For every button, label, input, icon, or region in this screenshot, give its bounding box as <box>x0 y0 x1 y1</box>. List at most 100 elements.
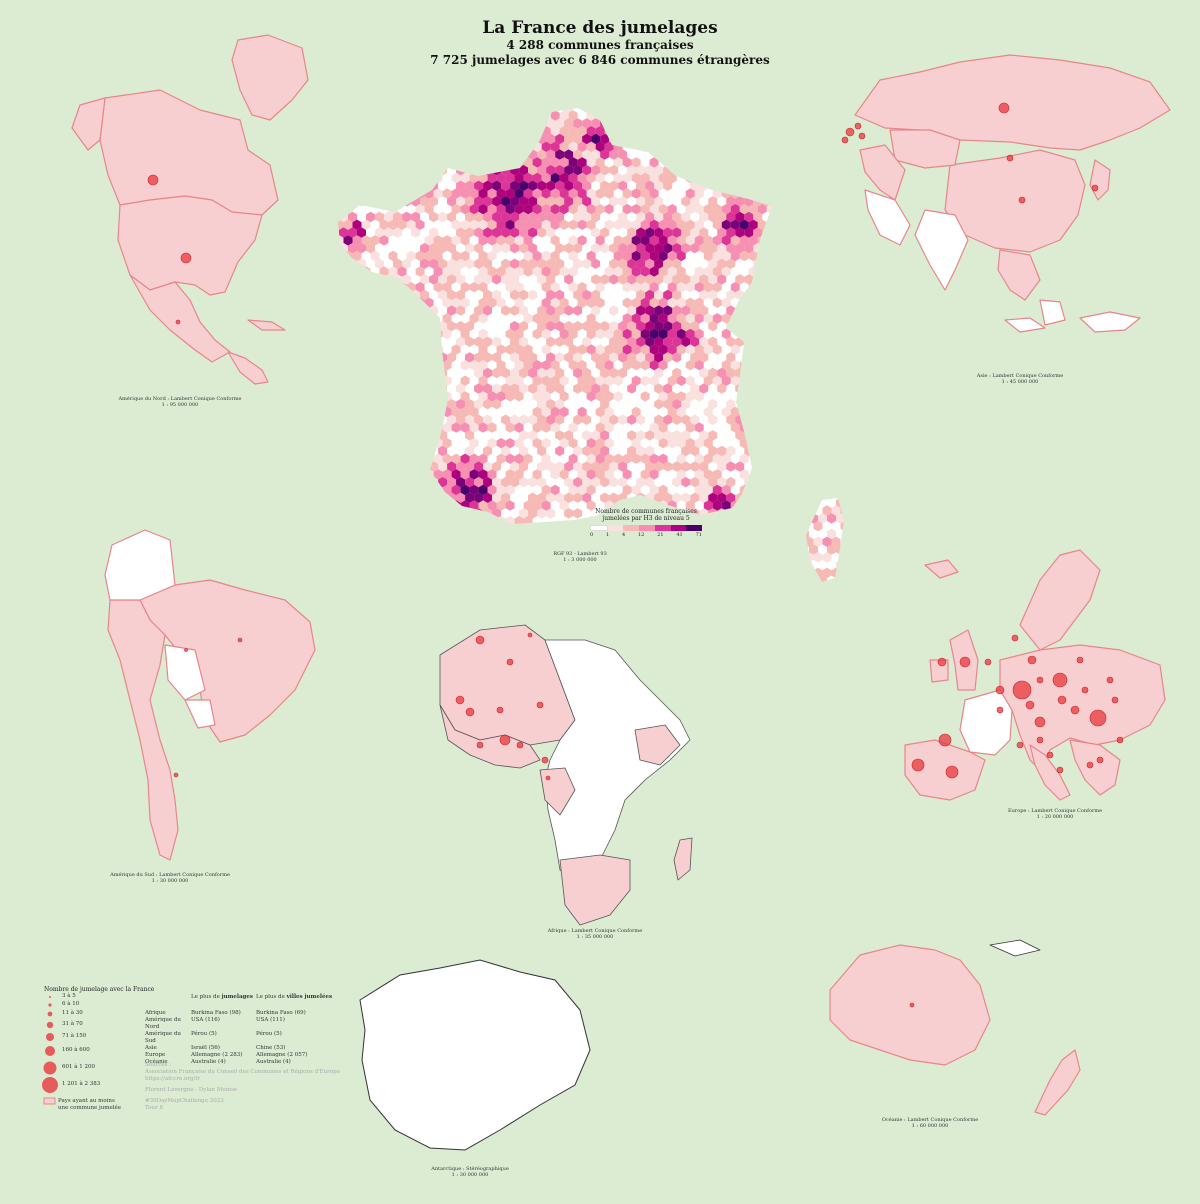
france-hex-cell <box>586 360 596 371</box>
france-hex-cell <box>771 180 772 191</box>
france-hex-cell <box>622 110 632 121</box>
france-hex-cell <box>618 461 628 472</box>
france-hex-cell <box>609 243 619 254</box>
france-hex-cell <box>388 391 398 402</box>
france-hex-cell <box>735 477 745 488</box>
france-hex-cell <box>469 250 479 262</box>
twinning-bubble <box>1091 184 1099 192</box>
france-hex-cell <box>397 188 407 199</box>
france-hex-cell <box>388 297 398 308</box>
france-hex-cell <box>739 266 749 277</box>
france-hex-cell <box>766 391 772 402</box>
france-hex-cell <box>357 383 366 394</box>
france-hex-cell <box>326 188 335 198</box>
top-jumelages-header: Le plus de jumelages <box>191 994 253 1001</box>
france-hex-cell <box>568 188 578 199</box>
france-hex-cell <box>478 422 488 433</box>
france-hex-cell <box>555 367 565 379</box>
france-hex-cell <box>595 172 605 184</box>
france-hex-cell <box>726 227 736 238</box>
france-hex-cell <box>370 344 380 355</box>
france-hex-cell <box>361 219 371 230</box>
france-hex-cell <box>694 235 704 246</box>
france-hex-cell <box>338 461 339 472</box>
france-hex-cell <box>609 352 619 363</box>
france-hex-cell <box>836 575 844 582</box>
france-hex-cell <box>613 282 623 293</box>
france-hex-cell <box>649 157 659 168</box>
france-hex-cell <box>577 188 587 199</box>
france-hex-cell <box>735 523 745 524</box>
france-hex-cell <box>577 360 587 371</box>
france-hex-cell <box>402 477 412 488</box>
bubble-legend-label: 160 à 600 <box>62 1047 90 1053</box>
france-hex-cell <box>685 110 695 121</box>
france-hex-cell <box>766 126 772 137</box>
france-hex-cell <box>388 484 398 496</box>
france-hex-cell <box>685 484 695 496</box>
france-hex-cell <box>361 328 371 340</box>
bubble-legend-circle <box>46 1021 54 1029</box>
france-hex-cell <box>582 461 592 472</box>
france-hex-cell <box>685 219 695 230</box>
france-hex-cell <box>451 516 461 524</box>
twinning-bubble <box>1016 741 1024 749</box>
france-hex-cell <box>519 336 529 347</box>
france-hex-cell <box>809 544 818 555</box>
france-hex-cell <box>663 399 673 410</box>
france-hex-cell <box>627 461 637 472</box>
france-hex-cell <box>762 274 772 285</box>
france-hex-cell <box>649 469 659 480</box>
france-hex-cell <box>447 227 457 238</box>
france-hex-cell <box>528 274 538 285</box>
france-hex-cell <box>573 211 583 223</box>
france-hex-cell <box>627 477 637 488</box>
twinning-bubble <box>1057 695 1067 705</box>
bubble-legend-label: 31 à 70 <box>62 1021 83 1027</box>
france-hex-cell <box>721 438 731 449</box>
france-hex-cell <box>577 391 587 402</box>
france-hex-cell <box>766 110 772 121</box>
top-table-cell-villes: Chine (53) <box>256 1045 286 1051</box>
france-hex-cell <box>447 352 457 363</box>
twinning-bubble <box>173 772 179 778</box>
france-hex-cell <box>424 406 434 418</box>
france-hex-cell <box>326 454 335 464</box>
france-hex-cell <box>501 305 511 316</box>
france-hex-cell <box>591 211 601 223</box>
france-hex-cell <box>438 305 448 316</box>
france-hex-cell <box>483 211 493 223</box>
france-hex-cell <box>762 180 772 191</box>
france-hex-cell <box>623 95 632 105</box>
france-hex-cell <box>676 313 686 324</box>
top-table-cell-jumelages: Israël (56) <box>191 1045 220 1051</box>
france-hex-cell <box>636 305 646 316</box>
france-hex-cell <box>573 108 583 113</box>
france-hex-cell <box>667 282 677 293</box>
france-hex-cell <box>411 305 421 316</box>
france-hex-cell <box>456 305 466 316</box>
france-hex-cell <box>730 375 740 386</box>
france-hex-cell <box>717 211 727 223</box>
france-hex-cell <box>338 344 344 355</box>
france-hex-cell <box>366 399 375 410</box>
alaska-shape <box>71 97 106 151</box>
france-hex-cell <box>676 469 686 480</box>
france-hex-cell <box>339 227 348 238</box>
france-hex-cell <box>429 289 439 301</box>
france-hex-cell <box>478 126 488 137</box>
france-hex-cell <box>672 180 682 191</box>
france-hex-cell <box>685 391 695 402</box>
france-hex-cell <box>613 266 623 277</box>
france-hex-cell <box>735 445 745 457</box>
france-hex-cell <box>771 149 772 160</box>
france-hex-cell <box>672 461 682 472</box>
france-hex-cell <box>478 360 488 371</box>
france-hex-cell <box>604 157 614 168</box>
france-hex-cell <box>564 461 574 472</box>
credits: Sources : Association Française du Conse… <box>145 1062 345 1112</box>
france-hex-cell <box>631 126 641 137</box>
bubble-legend-label: 11 à 30 <box>62 1010 83 1016</box>
france-hex-cell <box>501 258 511 269</box>
france-hex-cell <box>348 399 357 410</box>
